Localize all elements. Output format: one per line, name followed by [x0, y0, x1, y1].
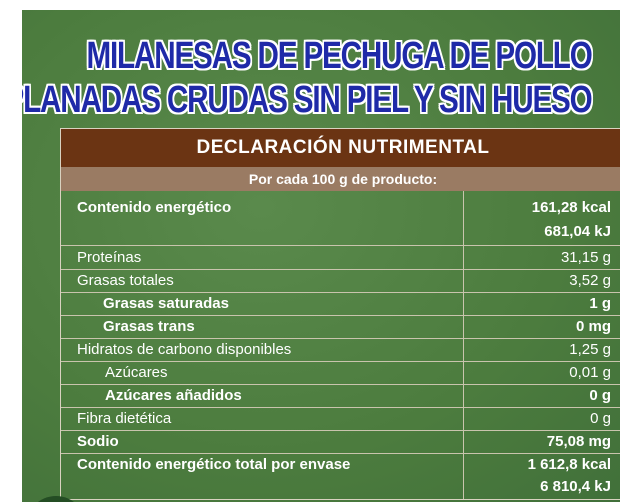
row-value: 0,01 g [569, 364, 611, 381]
row-label: Hidratos de carbono disponibles [77, 341, 292, 358]
row-value: 31,15 g [560, 249, 611, 266]
label-panel: MILANESAS DE PECHUGA DE POLLO APLANADAS … [22, 10, 620, 502]
row-label: Proteínas [77, 249, 142, 266]
product-title-line-2: APLANADAS CRUDAS SIN PIEL Y SIN HUESO [22, 79, 593, 121]
row-value: 75,08 mg [546, 433, 611, 450]
row-value: 1 612,8 kcal [527, 456, 611, 473]
row-separator [61, 338, 620, 339]
row-label: Azúcares [105, 364, 168, 381]
product-title-line-1: MILANESAS DE PECHUGA DE POLLO [86, 35, 593, 77]
row-value-secondary: 681,04 kJ [544, 223, 611, 240]
row-separator [61, 430, 620, 431]
decorative-corner-shape [26, 496, 86, 502]
row-value: 1 g [589, 295, 611, 312]
row-separator [61, 292, 620, 293]
row-value: 0 mg [575, 318, 611, 335]
row-label: Grasas saturadas [103, 295, 229, 312]
row-label: Contenido energético [77, 199, 232, 216]
row-separator [61, 384, 620, 385]
row-energy: Contenido energético 161,28 kcal 681,04 … [61, 199, 620, 243]
row-separator [61, 315, 620, 316]
row-label: Grasas totales [77, 272, 174, 289]
row-label: Fibra dietética [77, 410, 172, 427]
row-value: 161,28 kcal [531, 199, 611, 216]
row-label: Azúcares añadidos [105, 387, 242, 404]
row-value: 0 g [590, 410, 611, 427]
row-label: Contenido energético total por envase [77, 456, 351, 473]
row-separator [61, 361, 620, 362]
row-energy-per-package: Contenido energético total por envase 1 … [61, 456, 620, 500]
row-label: Grasas trans [103, 318, 195, 335]
row-value-secondary: 6 810,4 kJ [540, 478, 611, 495]
row-label: Sodio [77, 433, 119, 450]
row-separator [61, 269, 620, 270]
row-value: 1,25 g [569, 341, 611, 358]
row-separator [61, 453, 620, 454]
row-separator [61, 245, 620, 246]
column-divider [463, 191, 464, 499]
row-separator [61, 407, 620, 408]
row-value: 3,52 g [569, 272, 611, 289]
nutrition-table: DECLARACIÓN NUTRIMENTAL Por cada 100 g d… [60, 128, 620, 500]
nutrition-table-subheader: Por cada 100 g de producto: [61, 167, 620, 191]
row-value: 0 g [589, 387, 611, 404]
nutrition-table-header: DECLARACIÓN NUTRIMENTAL [61, 129, 620, 167]
